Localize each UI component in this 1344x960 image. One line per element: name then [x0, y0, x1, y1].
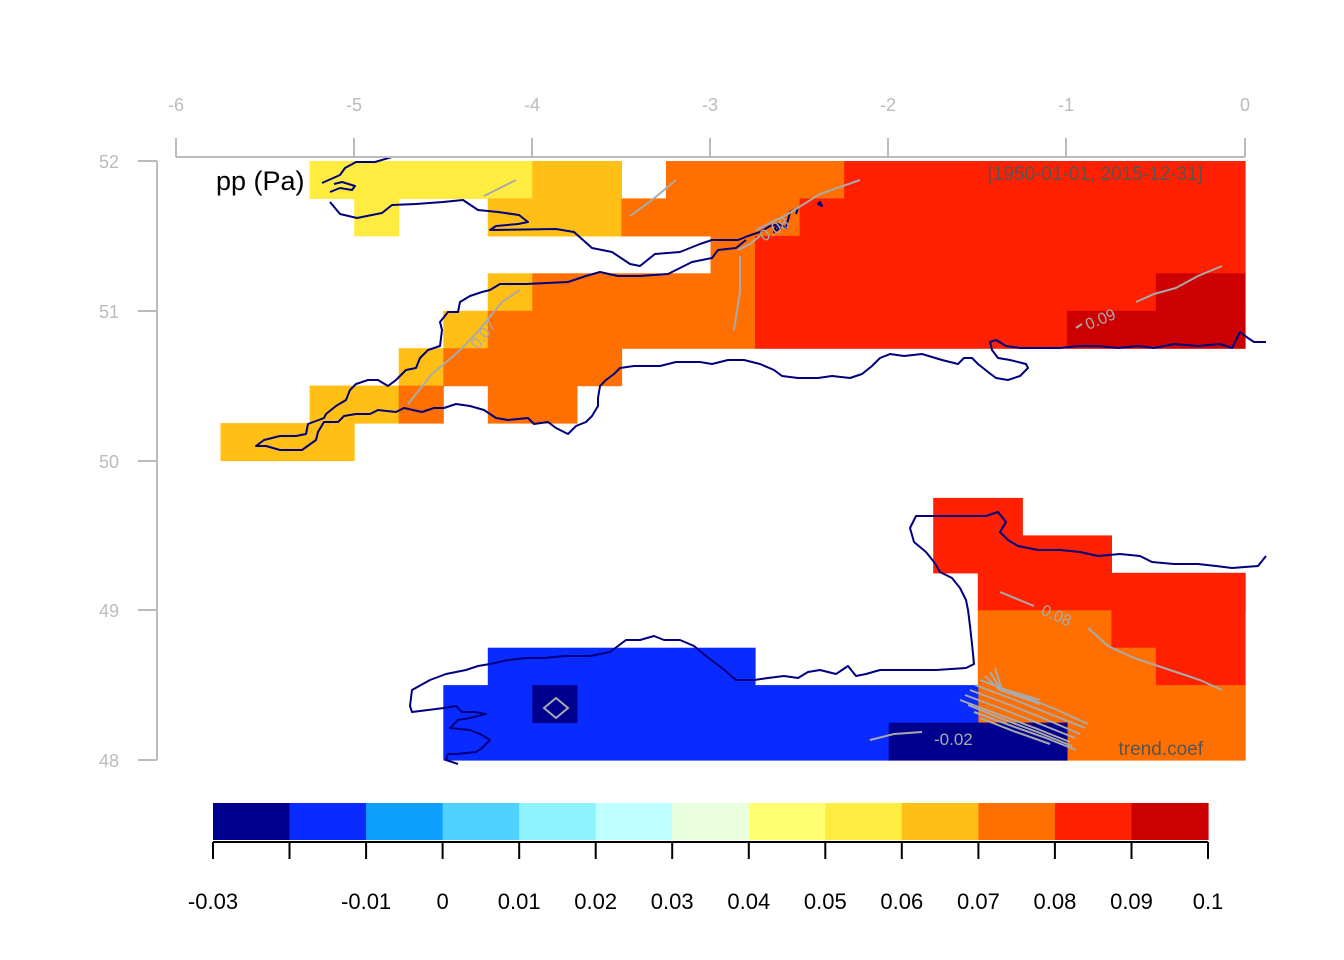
legend-swatch	[442, 803, 520, 840]
grid-cell	[933, 535, 1112, 574]
legend-swatch	[748, 803, 826, 840]
legend-swatch	[366, 803, 444, 840]
contour-label: -0.02	[934, 730, 973, 749]
grid-cell	[532, 161, 622, 237]
coastline	[255, 156, 1267, 765]
legend-tick-label: 0.02	[574, 889, 617, 914]
legend-tick-label: 0.1	[1193, 889, 1224, 914]
contour-line	[407, 289, 521, 405]
grid-cell	[666, 161, 845, 199]
contour-line	[1075, 265, 1223, 329]
x-tick-label: -6	[168, 95, 184, 115]
grid-cells	[220, 161, 1246, 761]
grid-cell	[532, 273, 756, 312]
y-tick-label: 50	[99, 452, 119, 472]
grid-cell	[220, 423, 355, 462]
grid-cell	[1111, 610, 1246, 649]
grid-cell	[710, 235, 756, 274]
legend-tick-label: 0.01	[498, 889, 541, 914]
grid-cell	[398, 348, 444, 387]
grid-cell	[398, 385, 444, 424]
x-tick-label: -2	[880, 95, 896, 115]
coastline-wales-south	[255, 239, 1266, 451]
legend-swatch	[1131, 803, 1209, 840]
legend-swatch	[901, 803, 979, 840]
coastline-france	[409, 511, 1267, 765]
contour-line	[733, 256, 741, 331]
grid-cell	[621, 198, 801, 237]
legend-color-bar	[213, 803, 1209, 840]
grid-cell	[799, 198, 1246, 237]
grid-cell	[755, 310, 1068, 349]
y-tick-label: 48	[99, 751, 119, 771]
x-tick-label: -5	[346, 95, 362, 115]
legend-swatch	[978, 803, 1056, 840]
x-axis-tick-labels: -6 -5 -4 -3 -2 -1 0	[168, 95, 1250, 115]
legend-swatch	[672, 803, 750, 840]
y-tick-label: 51	[99, 302, 119, 322]
legend-tick-label: 0.07	[957, 889, 1000, 914]
grid-cell	[755, 273, 1157, 312]
legend-tick-label: -0.03	[188, 889, 238, 914]
contour-line	[542, 696, 570, 720]
grid-cell	[443, 310, 489, 349]
contour-line	[959, 667, 1089, 751]
grid-cell	[487, 273, 533, 312]
legend-tick-label: 0.06	[880, 889, 923, 914]
legend-tick-label: 0.08	[1033, 889, 1076, 914]
legend-tick-label: 0.09	[1110, 889, 1153, 914]
statistic-label: trend.coef	[1119, 739, 1204, 760]
contour-line	[483, 179, 861, 251]
grid-cell	[443, 722, 890, 761]
grid-cell	[487, 385, 578, 424]
contour-line	[869, 731, 923, 741]
grid-cell	[1155, 273, 1246, 312]
coastline-wales-north	[321, 156, 799, 267]
legend-tick-label: 0.03	[651, 889, 694, 914]
legend-swatch	[289, 803, 367, 840]
legend-swatch	[1054, 803, 1132, 840]
legend-labels: -0.03 -0.01 0 0.01 0.02 0.03 0.04 0.05 0.06 0.07 0…	[188, 889, 1223, 914]
contour-lines	[407, 179, 1223, 751]
grid-cell	[844, 161, 1246, 199]
grid-cell	[443, 685, 979, 724]
grid-cell	[977, 647, 1157, 686]
x-tick-label: -1	[1058, 95, 1074, 115]
coastline-islet	[773, 201, 823, 233]
legend-swatch	[519, 803, 597, 840]
x-tick-label: 0	[1240, 95, 1250, 115]
y-axis	[138, 160, 158, 761]
legend-ticks	[212, 841, 1209, 859]
legend-swatch	[825, 803, 903, 840]
y-tick-label: 49	[99, 601, 119, 621]
grid-cell	[977, 572, 1246, 611]
y-tick-label: 52	[99, 152, 119, 172]
contour-line	[999, 591, 1223, 691]
x-tick-label: -4	[524, 95, 540, 115]
grid-cell	[487, 310, 756, 349]
grid-cell	[487, 647, 756, 686]
variable-label: pp (Pa)	[216, 166, 305, 196]
legend-swatch	[213, 803, 291, 840]
legend-swatch	[595, 803, 673, 840]
grid-cell	[755, 235, 1246, 274]
legend-tick-label: 0.05	[804, 889, 847, 914]
grid-cell	[309, 161, 533, 199]
period-label: [1950-01-01, 2015-12-31]	[988, 164, 1204, 185]
grid-cell	[1066, 310, 1246, 349]
x-tick-label: -3	[702, 95, 718, 115]
legend-tick-label: 0.04	[727, 889, 770, 914]
legend-tick-label: -0.01	[341, 889, 391, 914]
x-axis	[175, 138, 1246, 158]
y-axis-tick-labels: 52 51 50 49 48	[99, 152, 119, 771]
grid-cell	[443, 348, 623, 387]
legend-tick-label: 0	[436, 889, 448, 914]
